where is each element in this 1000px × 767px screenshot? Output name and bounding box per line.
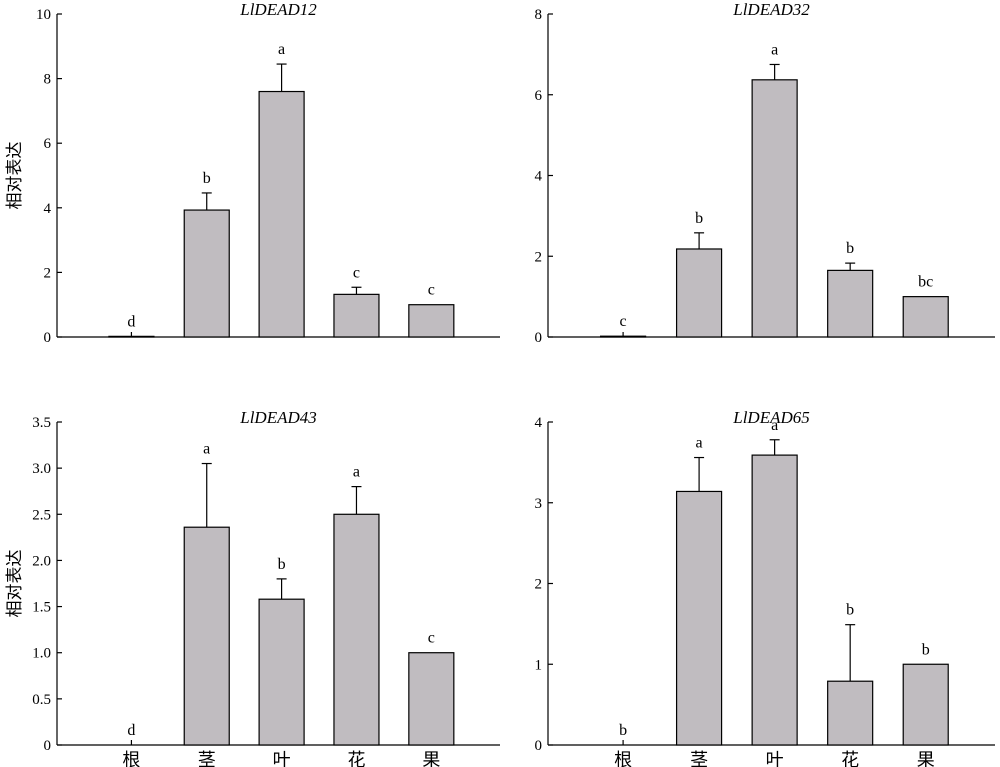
panel-title: LlDEAD32	[732, 0, 810, 19]
y-tick-label: 4	[535, 415, 543, 431]
significance-letter: c	[620, 313, 627, 330]
significance-letter: b	[619, 722, 627, 739]
significance-letter: a	[696, 435, 703, 452]
chart-panel-2: 0 2 4 6 8 LlDEAD32 c b a b bc	[535, 0, 995, 346]
y-tick-label: 4	[44, 201, 52, 217]
significance-letter: b	[695, 210, 703, 227]
y-tick-label: 3	[535, 496, 543, 512]
significance-letter: b	[846, 240, 854, 257]
y-tick-label: 6	[44, 136, 52, 152]
x-category-label: 茎	[198, 750, 216, 767]
panel-title: LlDEAD12	[239, 0, 317, 19]
significance-letter: a	[771, 417, 778, 434]
significance-letter: bc	[918, 274, 933, 291]
significance-letter: b	[846, 602, 854, 619]
bar	[258, 90, 305, 338]
y-tick-label: 0	[535, 330, 543, 346]
significance-letter: b	[922, 641, 930, 658]
chart-panel-1: 0 2 4 6 8 10 LlDEAD12 相对表达 d b a c c	[5, 0, 500, 346]
y-tick-label: 0	[535, 738, 543, 754]
y-tick-label: 2	[535, 577, 543, 593]
y-tick-label: 2	[535, 249, 543, 265]
x-category-label: 叶	[766, 750, 784, 767]
bar	[827, 680, 874, 746]
significance-letter: c	[353, 264, 360, 281]
bar	[827, 269, 874, 338]
y-tick-label: 3.0	[32, 461, 51, 477]
y-axis-label: 相对表达	[5, 142, 24, 210]
chart-panel-3: 0 0.5 1.0 1.5 2.0 2.5 3.0 3.5 LlDEAD43 相对表达 d根 a 茎 b 叶…	[5, 408, 500, 767]
y-tick-label: 0	[44, 330, 52, 346]
y-tick-label: 1.0	[32, 646, 51, 662]
significance-letter: c	[428, 630, 435, 647]
bar	[183, 209, 230, 338]
significance-letter: d	[127, 313, 135, 330]
panel-title: LlDEAD43	[239, 408, 317, 427]
bar	[258, 598, 305, 746]
y-tick-label: 2.5	[32, 507, 51, 523]
significance-letter: a	[353, 464, 360, 481]
panel-title: LlDEAD65	[732, 408, 810, 427]
bar	[675, 490, 723, 746]
y-tick-label: 6	[535, 88, 543, 104]
x-category-label: 果	[917, 750, 935, 767]
y-axis-label: 相对表达	[5, 550, 24, 618]
significance-letter: a	[278, 41, 285, 58]
y-tick-label: 1.5	[32, 600, 51, 616]
significance-letter: d	[127, 722, 135, 739]
x-category-label: 茎	[690, 750, 708, 767]
x-category-label: 根	[614, 750, 632, 767]
y-tick-label: 0	[44, 738, 52, 754]
y-tick-label: 8	[535, 7, 543, 23]
y-tick-label: 0.5	[32, 692, 51, 708]
bar	[902, 663, 949, 746]
bar	[333, 513, 380, 746]
bar	[333, 293, 380, 338]
significance-letter: a	[771, 41, 778, 58]
y-tick-label: 4	[535, 169, 543, 185]
x-category-label: 花	[841, 750, 859, 767]
y-tick-label: 8	[44, 72, 52, 88]
bar	[751, 454, 798, 746]
x-category-label: 根	[122, 750, 140, 767]
y-tick-label: 2	[44, 265, 52, 281]
bar	[183, 526, 230, 746]
y-tick-label: 10	[36, 7, 51, 23]
significance-letter: c	[428, 282, 435, 299]
x-category-label: 果	[422, 750, 440, 767]
significance-letter: b	[203, 170, 211, 187]
bar	[408, 304, 455, 338]
y-tick-label: 2.0	[32, 553, 51, 569]
bar	[751, 79, 798, 338]
bar	[902, 296, 949, 338]
x-category-label: 花	[347, 750, 365, 767]
y-tick-label: 3.5	[32, 415, 51, 431]
x-category-label: 叶	[273, 750, 291, 767]
significance-letter: a	[203, 441, 210, 458]
bar	[675, 248, 723, 338]
y-tick-label: 1	[535, 657, 543, 673]
bar	[408, 652, 455, 746]
significance-letter: b	[278, 556, 286, 573]
